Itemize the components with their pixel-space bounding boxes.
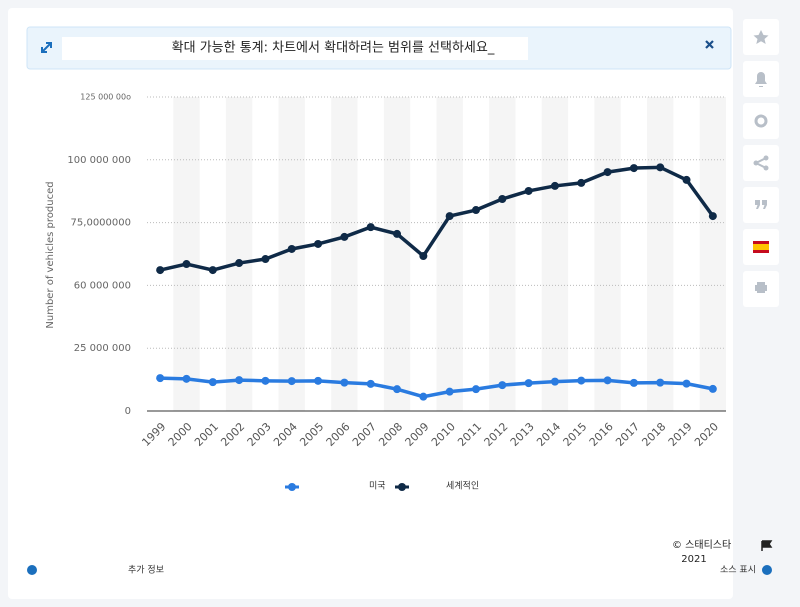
point (261, 255, 270, 264)
quote-icon (755, 200, 767, 209)
point (393, 385, 402, 394)
close-icon[interactable] (705, 40, 714, 49)
point (550, 181, 559, 190)
share-dot (763, 165, 769, 171)
share-dot (763, 155, 769, 161)
band (383, 97, 411, 411)
plot: 0 25 000 000 60 000 000 75,0000000 100 000 0… (67, 93, 726, 492)
point (656, 378, 665, 387)
point (182, 260, 191, 269)
point (182, 374, 191, 383)
cite-button[interactable] (743, 187, 779, 223)
point (524, 186, 533, 195)
series-line (160, 376, 714, 399)
point (498, 381, 507, 390)
series-line (159, 165, 715, 272)
point (156, 374, 165, 383)
band (594, 97, 621, 411)
point (445, 387, 454, 396)
point (445, 212, 454, 221)
point (419, 392, 428, 401)
share-button[interactable] (743, 145, 779, 181)
y-tick-label: 100 000 000 (67, 155, 131, 166)
point (603, 168, 612, 177)
star-icon (753, 30, 769, 44)
legend-marker (288, 483, 296, 491)
point (393, 229, 402, 238)
banner-box (62, 37, 528, 60)
legend-marker (398, 483, 406, 491)
point (208, 378, 217, 387)
point (603, 376, 612, 385)
flag-stripe (753, 250, 769, 253)
point (708, 384, 717, 393)
point (261, 376, 270, 385)
settings-button[interactable] (743, 103, 779, 139)
point (682, 379, 691, 388)
point (235, 376, 244, 385)
legend-label: 미국 (369, 481, 386, 492)
point (498, 194, 507, 203)
band (225, 97, 253, 411)
more-info[interactable]: 추가 정보 (128, 565, 164, 576)
point (708, 212, 717, 221)
band (541, 97, 569, 411)
point (366, 223, 375, 232)
y-axis-label: Number of vehicles produced (45, 181, 56, 328)
band (489, 97, 516, 411)
point (208, 266, 217, 275)
point (471, 206, 480, 215)
band (647, 97, 674, 411)
point (287, 377, 296, 386)
y-tick-label: 0 (125, 406, 131, 417)
band (699, 97, 726, 411)
info-icon[interactable] (27, 565, 37, 575)
share-dot (753, 160, 759, 166)
point (682, 175, 691, 184)
y-tick-label: 60 000 000 (74, 280, 131, 291)
point (577, 178, 586, 187)
point (314, 376, 323, 385)
flag-stripe (753, 244, 769, 250)
print-icon (755, 282, 767, 293)
point (235, 259, 244, 268)
band (173, 97, 200, 411)
expand-icon[interactable] (41, 42, 52, 53)
bell-icon (755, 72, 767, 87)
point (656, 163, 665, 172)
point (577, 376, 586, 385)
source-icon[interactable] (762, 565, 772, 575)
point (340, 232, 349, 241)
flag-icon[interactable] (761, 540, 773, 551)
banner-text: 확대 가능한 통계: 차트에서 확대하려는 범위를 선택하세요_ (172, 41, 495, 56)
legend-label: 세계적인 (446, 480, 479, 492)
point (366, 379, 375, 388)
point (471, 385, 480, 394)
y-tick-label: 25 000 000 (74, 343, 131, 354)
point (524, 379, 533, 388)
band (331, 97, 358, 411)
point (629, 378, 638, 387)
point (629, 164, 638, 173)
sidebar (743, 19, 779, 307)
gear-icon (754, 114, 768, 128)
y-tick-label: 125 000 00o (80, 93, 131, 102)
show-source[interactable]: 소스 표시 (720, 565, 756, 576)
point (156, 266, 165, 275)
band (436, 97, 463, 411)
point (314, 239, 323, 248)
point (550, 377, 559, 386)
credit-year: 2021 (681, 554, 706, 565)
y-tick-label: 75,0000000 (71, 218, 131, 229)
point (419, 252, 428, 261)
flag-stripe (753, 241, 769, 244)
point (287, 244, 296, 253)
point (340, 378, 349, 387)
credit: © 스태티스타 (672, 539, 731, 551)
